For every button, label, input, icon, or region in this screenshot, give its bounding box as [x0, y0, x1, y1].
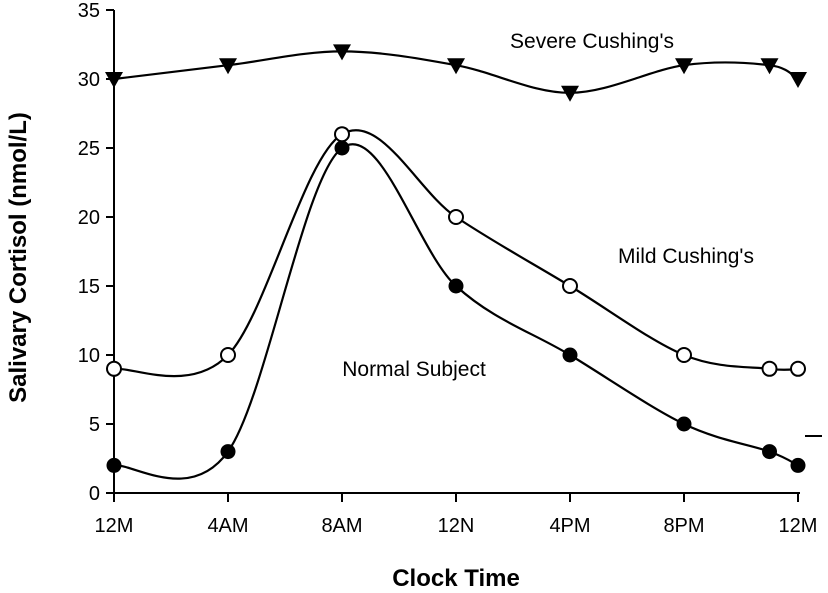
y-ticks: 0 5 10 15 20 25 30 35	[78, 0, 114, 505]
y-tick-label: 5	[89, 414, 100, 436]
x-tick-label: 4PM	[549, 515, 590, 537]
y-tick-label: 15	[78, 276, 100, 298]
data-point	[448, 278, 464, 294]
y-tick-label: 25	[78, 138, 100, 160]
y-tick-label: 35	[78, 0, 100, 22]
data-point	[106, 457, 122, 473]
y-tick-label: 20	[78, 207, 100, 229]
x-axis-title: Clock Time	[392, 565, 520, 592]
y-tick-label: 0	[89, 483, 100, 505]
data-point	[790, 457, 806, 473]
y-tick-label: 30	[78, 69, 100, 91]
data-point	[334, 126, 350, 143]
x-tick-label: 12M	[779, 515, 818, 537]
data-point	[334, 140, 350, 156]
data-point	[333, 44, 351, 61]
data-point	[676, 416, 692, 432]
data-point	[790, 360, 806, 377]
data-point	[561, 85, 579, 102]
data-point	[219, 58, 237, 75]
data-point	[761, 360, 778, 377]
y-tick-label: 10	[78, 345, 100, 367]
x-tick-label: 8PM	[663, 515, 704, 537]
y-axis-title: Salivary Cortisol (nmol/L)	[5, 112, 32, 403]
series-label: Normal Subject	[342, 358, 486, 381]
data-point	[220, 444, 236, 460]
data-point	[448, 209, 464, 225]
series-label: Severe Cushing's	[510, 30, 674, 53]
series-labels: Severe Cushing's Mild Cushing's Normal Sub…	[342, 30, 754, 381]
data-point	[675, 58, 693, 75]
data-point	[562, 347, 578, 363]
data-point	[789, 72, 807, 88]
data-point	[105, 72, 123, 88]
data-point	[220, 347, 236, 363]
series-markers	[105, 44, 807, 473]
data-point	[447, 58, 465, 75]
data-point	[760, 58, 779, 75]
data-point	[762, 444, 777, 460]
data-point	[562, 278, 578, 294]
x-tick-label: 8AM	[321, 515, 362, 537]
x-tick-label: 12M	[95, 515, 134, 537]
x-tick-label: 12N	[438, 515, 475, 537]
x-ticks: 12M 4AM 8AM 12N 4PM 8PM 12M	[95, 493, 818, 537]
series-line	[114, 143, 799, 480]
data-point	[106, 360, 122, 377]
x-tick-label: 4AM	[207, 515, 248, 537]
data-point	[676, 347, 692, 363]
series-label: Mild Cushing's	[618, 245, 754, 268]
